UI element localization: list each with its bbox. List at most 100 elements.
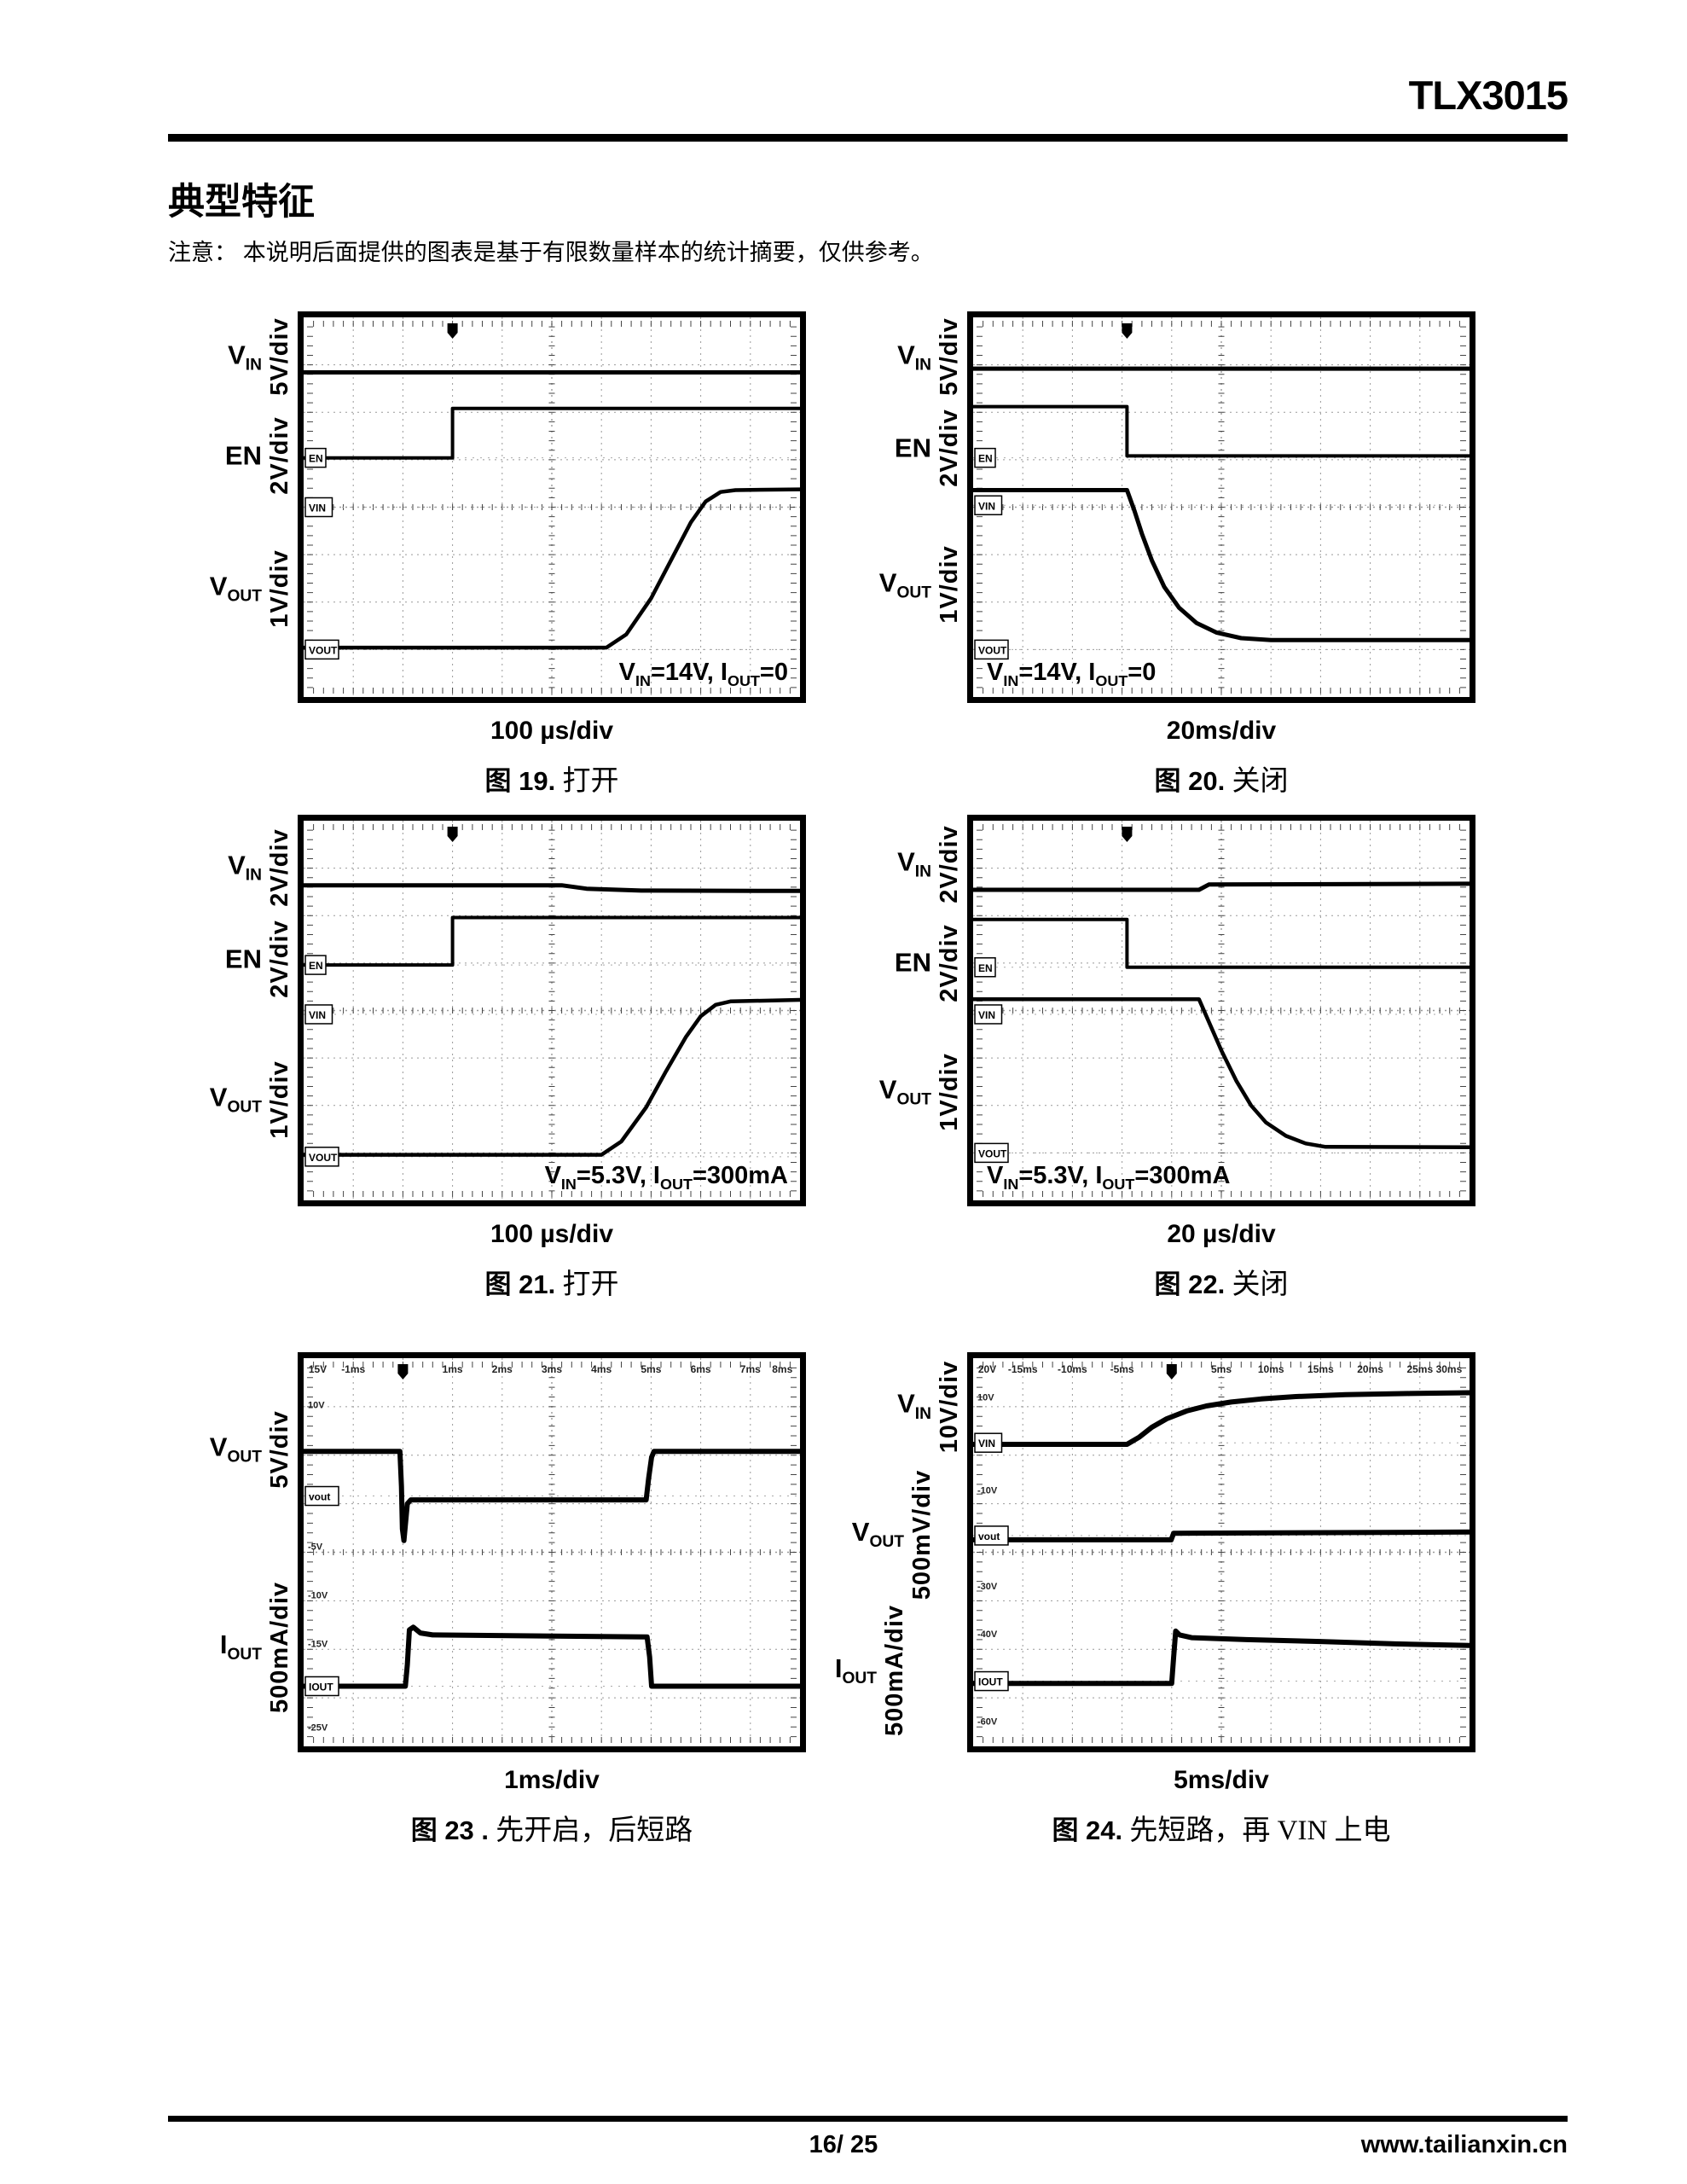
figure-caption: 图 19. 打开 — [484, 766, 619, 797]
figure-22: VIN 2V/div EN 2V/div VOUT 1V/div EN VIN VOUT VIN=… — [838, 815, 1475, 1302]
time-axis-label: 7ms — [740, 1363, 761, 1375]
page-number: 16/ 25 — [809, 2131, 878, 2158]
waveform-VIN — [973, 1390, 1470, 1447]
channel-label: VOUT 5V/div — [210, 1410, 294, 1488]
channel-scale: 2V/div — [936, 409, 963, 487]
voltage-axis-label: 10V — [308, 1401, 325, 1411]
waveform-VOUT — [973, 1529, 1470, 1542]
figure-caption: 图 24. 先短路，再 VIN 上电 — [1052, 1815, 1391, 1846]
channel-name: VOUT — [878, 1074, 931, 1109]
channel-name: VIN — [228, 339, 262, 374]
graticule-ticks — [307, 321, 797, 694]
channel-label: VOUT 500mV/div — [852, 1470, 936, 1600]
channel-label: VIN 5V/div — [897, 318, 964, 396]
figure-23-axis-labels: VOUT 5V/div IOUT 500mA/div — [168, 1352, 298, 1740]
channel-name: EN — [894, 947, 931, 978]
time-axis-label: 20V — [978, 1363, 996, 1375]
figure-24: VIN 10V/div VOUT 500mV/div IOUT 500mA/div 20V -… — [834, 1352, 1475, 1848]
channel-marker-VOUT: VOUT — [309, 644, 338, 656]
channel-scale: 2V/div — [266, 416, 293, 495]
figure-22-axis-labels: VIN 2V/div EN 2V/div VOUT 1V/div — [838, 815, 967, 1194]
channel-marker-VOUT: VOUT — [978, 644, 1007, 656]
timebase-label: 5ms/div — [1174, 1766, 1269, 1794]
channel-marker-VIN: VIN — [978, 500, 995, 512]
channel-marker-vout: vout — [978, 1531, 1000, 1542]
time-axis-label: 6ms — [691, 1363, 711, 1375]
waveform-VIN — [304, 883, 800, 893]
channel-scale: 2V/div — [266, 828, 293, 908]
figure-20-axis-labels: VIN 5V/div EN 2V/div VOUT 1V/div — [838, 311, 967, 691]
voltage-axis-label: -15V — [308, 1639, 328, 1649]
channel-scale: 500mA/div — [266, 1581, 293, 1713]
website-link: www.tailianxin.cn — [1360, 2131, 1568, 2158]
figure-caption: 图 22. 关闭 — [1154, 1269, 1289, 1300]
waveform-VOUT — [973, 996, 1470, 1149]
oscilloscope-screenshot: 15V -1ms 1ms 2ms 3ms 4ms 5ms 6ms 7ms 8ms 10V -5V -10… — [298, 1352, 806, 1752]
time-axis-label: 20ms — [1357, 1363, 1383, 1375]
waveform-VOUT — [304, 997, 800, 1157]
channel-scale: 1V/div — [936, 1053, 963, 1131]
figure-23: VOUT 5V/div IOUT 500mA/div 15V -1ms 1ms 2ms 3ms 4… — [168, 1352, 806, 1848]
channel-marker-VOUT: VOUT — [309, 1152, 338, 1164]
graticule-ticks — [977, 321, 1466, 694]
test-conditions: VIN=14V, IOUT=0 — [987, 659, 1157, 689]
voltage-axis-label: -30V — [977, 1582, 998, 1592]
voltage-axis-label: -5V — [308, 1542, 323, 1553]
channel-name: VOUT — [209, 1432, 262, 1467]
figure-caption: 图 21. 打开 — [484, 1269, 619, 1300]
trigger-marker-icon — [1122, 323, 1133, 339]
graticule-ticks — [977, 824, 1466, 1197]
graticule-ticks — [307, 1362, 797, 1743]
time-axis-label: -15ms — [1008, 1363, 1038, 1375]
waveform-EN — [304, 915, 800, 967]
figure-21-axis-labels: VIN 2V/div EN 2V/div VOUT 1V/div — [168, 815, 298, 1194]
channel-label: IOUT 500mA/div — [220, 1582, 294, 1713]
timebase-label: 100 µs/div — [490, 1220, 614, 1248]
channel-label: VOUT 1V/div — [879, 546, 964, 624]
channel-marker-EN: EN — [978, 962, 993, 974]
part-number: TLX3015 — [1408, 73, 1568, 118]
channel-label: EN 2V/div — [225, 416, 294, 494]
channel-scale: 2V/div — [266, 920, 293, 998]
voltage-axis-label: -25V — [308, 1722, 328, 1733]
graticule-ticks — [307, 824, 797, 1197]
trigger-marker-icon — [1166, 1364, 1177, 1380]
channel-scale: 500mA/div — [881, 1605, 908, 1737]
channel-scale: 5V/div — [266, 1410, 293, 1489]
channel-name: VIN — [897, 1389, 931, 1424]
channel-scale: 10V/div — [936, 1360, 963, 1453]
waveform-EN — [973, 917, 1470, 969]
figure-24-axis-labels: VIN 10V/div VOUT 500mV/div IOUT 500mA/div — [834, 1352, 967, 1740]
timebase-label: 20 µs/div — [1167, 1220, 1276, 1248]
channel-label: VIN 2V/div — [897, 825, 964, 903]
waveform-VIN — [973, 881, 1470, 892]
test-conditions: VIN=14V, IOUT=0 — [618, 659, 788, 689]
channel-label: EN 2V/div — [895, 409, 964, 486]
figure-caption: 图 23 . 先开启，后短路 — [410, 1815, 693, 1846]
channel-marker-VIN: VIN — [309, 1009, 326, 1021]
timebase-label: 1ms/div — [504, 1766, 600, 1794]
time-axis-label: -5ms — [1110, 1363, 1134, 1375]
oscilloscope-screenshot: EN VIN VOUT VIN=14V, IOUT=0 — [298, 311, 806, 703]
figure-21: VIN 2V/div EN 2V/div VOUT 1V/div EN VIN VOUT VIN=… — [168, 815, 806, 1302]
trigger-marker-icon — [397, 1364, 409, 1380]
trigger-marker-icon — [447, 827, 458, 842]
voltage-axis-label: -40V — [977, 1629, 998, 1640]
channel-scale: 1V/div — [266, 549, 293, 628]
channel-label: EN 2V/div — [225, 920, 294, 997]
channel-label: VOUT 1V/div — [879, 1053, 964, 1130]
test-conditions: VIN=5.3V, IOUT=300mA — [544, 1162, 788, 1193]
channel-name: IOUT — [834, 1653, 877, 1687]
channel-name: VIN — [228, 850, 262, 885]
figure-19: VIN 5V/div EN 2V/div VOUT 1V/div EN VIN VOUT VIN=… — [168, 311, 806, 799]
channel-scale: 2V/div — [936, 825, 963, 903]
channel-scale: 2V/div — [936, 923, 963, 1002]
channel-name: VIN — [897, 846, 931, 881]
figure-19-axis-labels: VIN 5V/div EN 2V/div VOUT 1V/div — [168, 311, 298, 691]
time-axis-label: 8ms — [772, 1363, 792, 1375]
figure-caption: 图 20. 关闭 — [1154, 766, 1289, 797]
voltage-axis-label: -10V — [977, 1486, 998, 1496]
channel-scale: 500mV/div — [908, 1469, 936, 1600]
channel-name: EN — [224, 944, 262, 974]
time-axis-label: 5ms — [1211, 1363, 1232, 1375]
